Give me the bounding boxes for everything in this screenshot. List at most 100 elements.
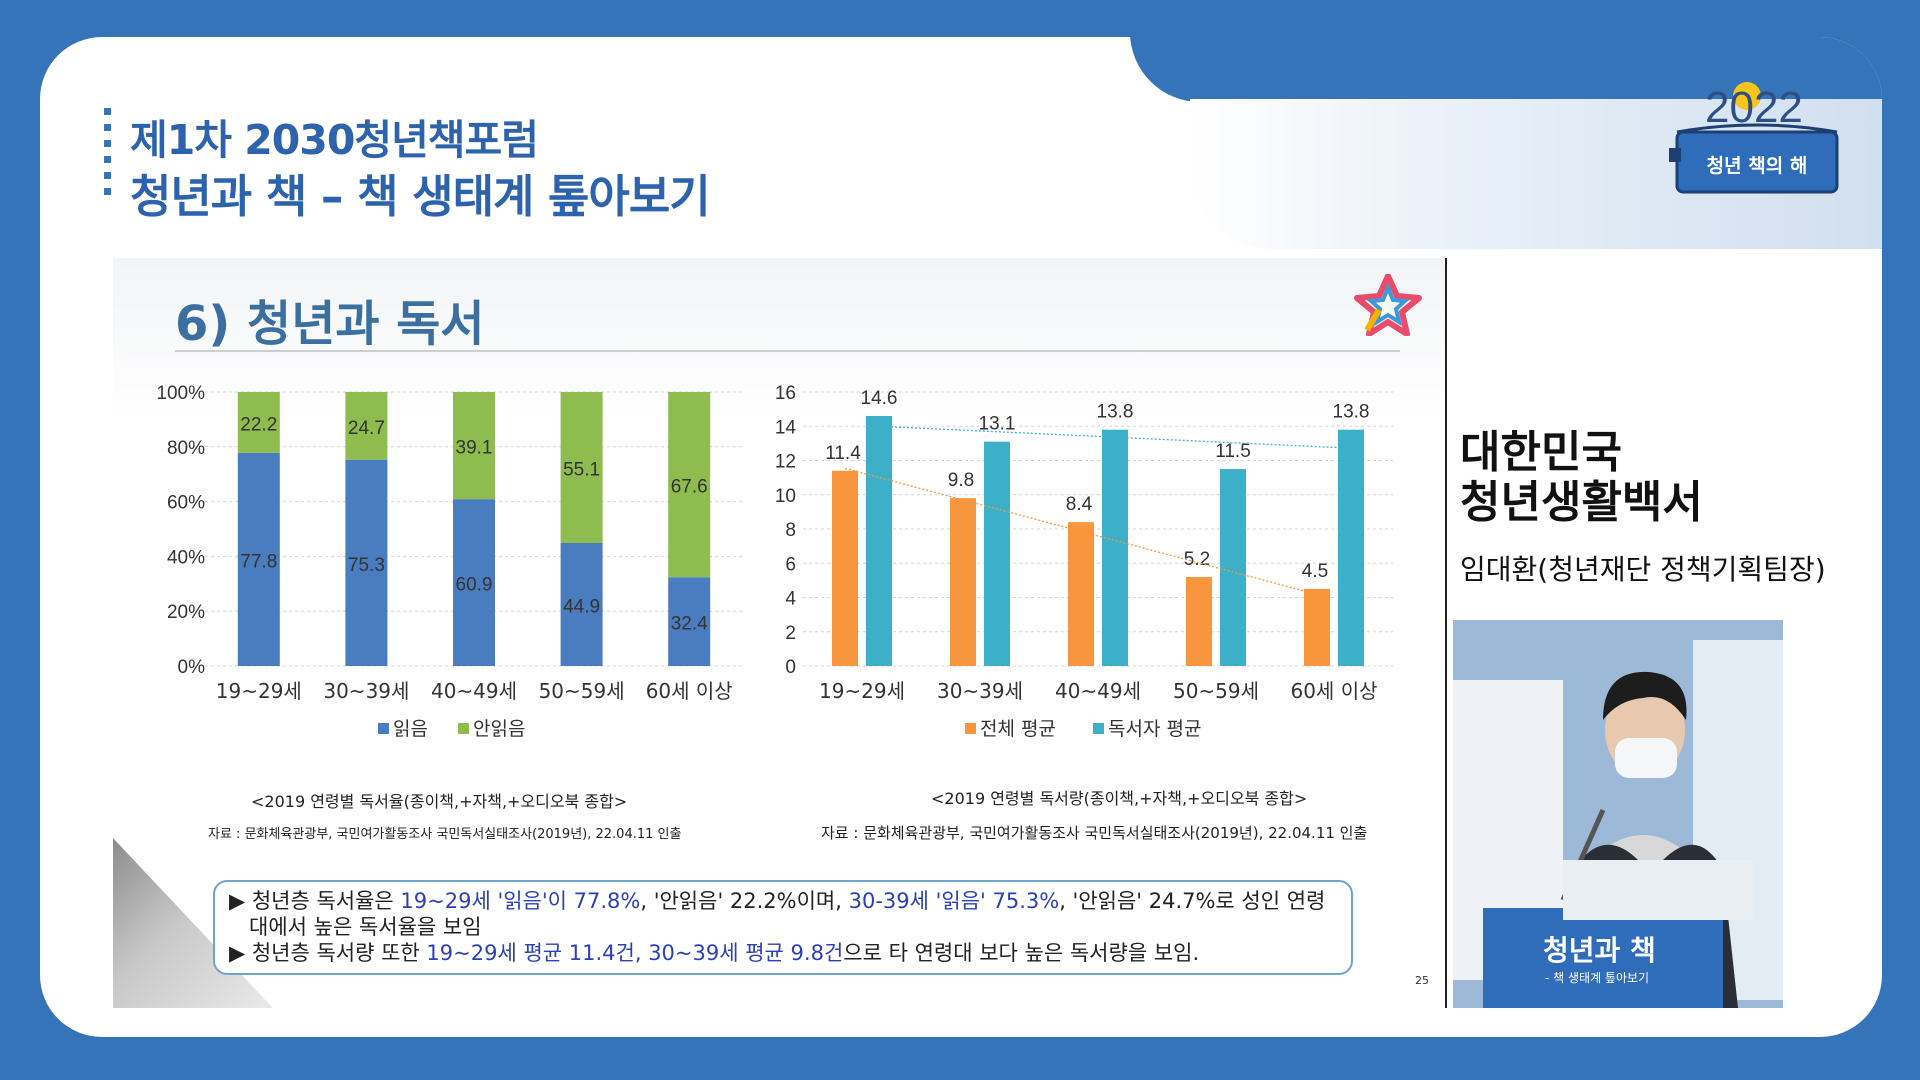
bar-reader-2 — [1102, 429, 1128, 666]
legend-swatch-read — [378, 723, 389, 734]
bar-read-0 — [237, 452, 280, 666]
y-tick-label: 16 — [775, 383, 796, 404]
book-title-line2: 청년생활백서 — [1460, 477, 1703, 528]
note-bullet-1-cont: 대에서 높은 독서율을 보임 — [229, 915, 482, 939]
x-tick-label: 19~29세 — [216, 679, 302, 703]
y-tick-label: 6 — [785, 554, 796, 575]
y-tick-label: 20% — [167, 602, 205, 623]
right-chart-caption: <2019 연령별 독서량(종이책,+자책,+오디오북 종합> — [931, 789, 1308, 808]
slide-title: 6) 청년과 독서 — [175, 296, 485, 352]
left-chart-caption: <2019 연령별 독서율(종이책,+자책,+오디오북 종합> — [251, 792, 628, 811]
data-label-not-read: 39.1 — [456, 438, 493, 459]
legend-swatch-overall — [965, 723, 976, 734]
reading-rate-chart: 0% 20% 40% 60% 80% 100% 77.8 22.2 19~29세 75.3 24.7… — [156, 383, 743, 740]
bar-not-read-4 — [668, 392, 711, 578]
note-bullet-2: ▶ 청년층 독서량 또한 19~29세 평균 11.4건, 30~39세 평균 … — [229, 941, 1200, 965]
bar-not-read-3 — [560, 392, 603, 543]
trendline-overall — [844, 467, 1318, 596]
bar-read-2 — [453, 499, 495, 666]
bar-overall-1 — [950, 498, 976, 666]
y-tick-label: 4 — [785, 589, 796, 610]
slide-title-rule — [175, 350, 1400, 352]
y-tick-label: 80% — [167, 438, 205, 459]
y-tick-label: 100% — [156, 383, 205, 404]
bar-overall-0 — [832, 470, 858, 666]
data-label-not-read: 24.7 — [348, 418, 385, 439]
x-tick-label: 40~49세 — [1055, 679, 1141, 703]
slide-divider — [1445, 258, 1447, 1008]
data-label-reader: 13.8 — [1333, 402, 1370, 423]
data-label-overall: 4.5 — [1302, 561, 1328, 582]
bar-reader-4 — [1338, 429, 1364, 666]
data-label-read: 77.8 — [240, 551, 277, 572]
y-tick-label: 0 — [785, 657, 796, 678]
bar-overall-4 — [1304, 588, 1330, 666]
y-tick-label: 2 — [785, 623, 796, 644]
legend-label-read: 읽음 — [393, 718, 428, 740]
banner-subtitle: - 책 생태계 톺아보기 — [1545, 970, 1649, 985]
y-tick-label: 10 — [775, 486, 796, 507]
data-label-not-read: 67.6 — [671, 477, 708, 498]
note-bullet-1: ▶ 청년층 독서율은 19~29세 '읽음'이 77.8%, '안읽음' 22.… — [229, 889, 1326, 913]
title-dots — [104, 108, 112, 204]
bar-not-read-1 — [345, 392, 388, 460]
legend-label-overall: 전체 평균 — [980, 718, 1056, 740]
data-label-overall: 8.4 — [1066, 494, 1093, 515]
forum-title: 제1차 2030청년책포럼 — [130, 116, 539, 164]
legend-label-reader: 독서자 평균 — [1108, 718, 1201, 740]
y-tick-label: 40% — [167, 547, 205, 568]
y-tick-label: 8 — [785, 520, 796, 541]
logo-label: 청년 책의 해 — [1707, 155, 1808, 177]
y-tick-label: 60% — [167, 493, 205, 514]
data-label-read: 32.4 — [671, 614, 708, 635]
bar-read-1 — [345, 459, 388, 666]
session-title: 청년과 책 – 책 생태계 톺아보기 — [130, 170, 711, 223]
bar-read-3 — [560, 542, 603, 666]
bar-reader-1 — [984, 441, 1010, 666]
x-tick-label: 30~39세 — [937, 679, 1023, 703]
book-title-line1: 대한민국 — [1460, 427, 1622, 478]
left-chart-source: 자료 : 문화체육관광부, 국민여가활동조사 국민독서실태조사(2019년), … — [208, 827, 682, 842]
presenter-name: 임대환(청년재단 정책기획팀장) — [1460, 553, 1826, 586]
presenter-video: 청년과 책 - 책 생태계 톺아보기 — [1453, 620, 1783, 1008]
data-label-reader: 14.6 — [861, 388, 898, 409]
presenter-scene: 청년과 책 - 책 생태계 톺아보기 — [1453, 620, 1783, 1008]
book-title: 대한민국 청년생활백서 — [1460, 428, 1703, 528]
bar-overall-2 — [1068, 522, 1094, 666]
data-label-read: 60.9 — [456, 575, 493, 596]
data-label-read: 75.3 — [348, 555, 385, 576]
y-tick-label: 14 — [775, 417, 797, 438]
data-label-reader: 11.5 — [1215, 441, 1251, 462]
bar-read-4 — [668, 577, 711, 666]
data-label-reader: 13.8 — [1097, 402, 1134, 423]
legend-label-not-read: 안읽음 — [473, 718, 525, 740]
bar-not-read-0 — [237, 392, 280, 453]
bar-reader-3 — [1220, 469, 1246, 666]
x-tick-label: 50~59세 — [539, 679, 625, 703]
x-tick-label: 40~49세 — [431, 679, 517, 703]
star-logo-icon — [1354, 274, 1422, 336]
data-label-read: 44.9 — [563, 596, 600, 617]
summary-note: ▶ 청년층 독서율은 19~29세 '읽음'이 77.8%, '안읽음' 22.… — [213, 880, 1353, 975]
presentation-slide: 6) 청년과 독서 0% 20% 40% 60% 80% 100% 77.8 22.2 19~2… — [113, 258, 1445, 1008]
data-label-overall: 11.4 — [825, 443, 861, 464]
bar-not-read-2 — [453, 392, 495, 500]
legend-swatch-reader — [1093, 723, 1104, 734]
x-tick-label: 50~59세 — [1173, 679, 1259, 703]
reading-volume-chart: 0 2 4 6 8 10 12 14 16 11.4 14.6 19~29세 9.8 13.1 30~39세… — [775, 383, 1393, 740]
data-label-reader: 13.1 — [979, 414, 1016, 435]
data-label-overall: 5.2 — [1184, 549, 1210, 570]
banner-title: 청년과 책 — [1543, 934, 1656, 967]
x-tick-label: 19~29세 — [819, 679, 905, 703]
x-tick-label: 60세 이상 — [1290, 679, 1377, 703]
data-label-overall: 9.8 — [948, 470, 974, 491]
legend-swatch-not-read — [458, 723, 469, 734]
bar-overall-3 — [1186, 576, 1212, 666]
year-logo: 2022 청년 책의 해 — [1669, 82, 1839, 194]
data-label-not-read: 22.2 — [240, 414, 277, 435]
y-tick-label: 0% — [178, 657, 206, 678]
x-tick-label: 30~39세 — [323, 679, 409, 703]
bar-reader-0 — [866, 415, 892, 666]
x-tick-label: 60세 이상 — [646, 679, 733, 703]
y-tick-label: 12 — [775, 452, 796, 473]
